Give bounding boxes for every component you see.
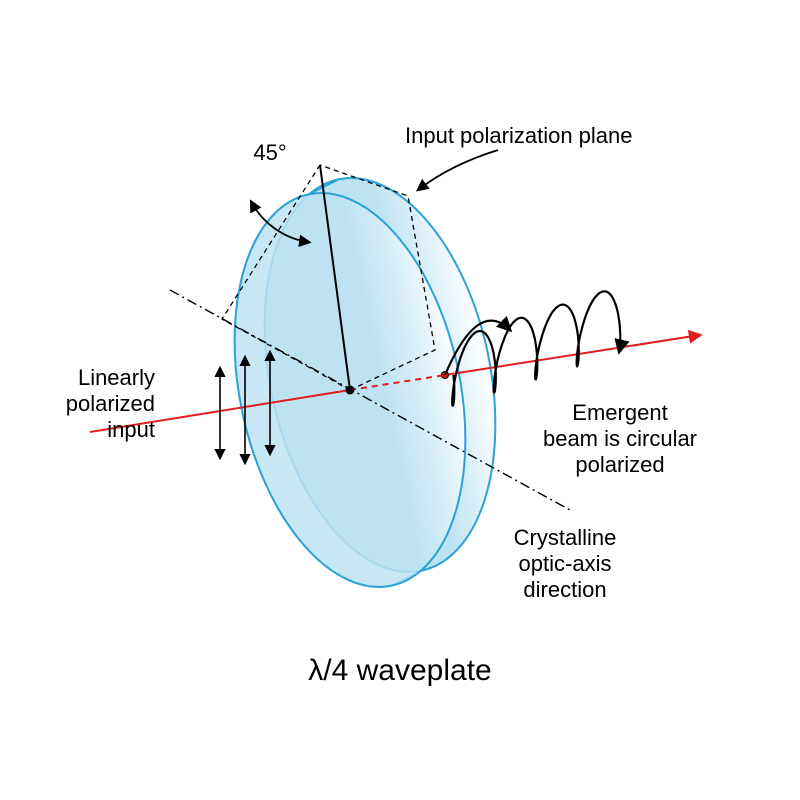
label-linear-2: polarized: [66, 391, 155, 416]
label-optic-axis-1: Crystalline: [514, 525, 617, 550]
caption: λ/4 waveplate: [308, 654, 491, 687]
pointer-input-plane: [418, 150, 498, 190]
label-linear-3: input: [107, 417, 155, 442]
label-angle: 45°: [253, 140, 286, 165]
label-emergent-2: beam is circular: [543, 426, 697, 451]
label-emergent-1: Emergent: [572, 400, 667, 425]
label-optic-axis-3: direction: [523, 577, 606, 602]
label-input-plane: Input polarization plane: [405, 123, 633, 148]
center-dot-front: [346, 386, 355, 395]
label-emergent-3: polarized: [575, 452, 664, 477]
label-optic-axis-2: optic-axis: [519, 551, 612, 576]
label-linear-1: Linearly: [78, 365, 155, 390]
